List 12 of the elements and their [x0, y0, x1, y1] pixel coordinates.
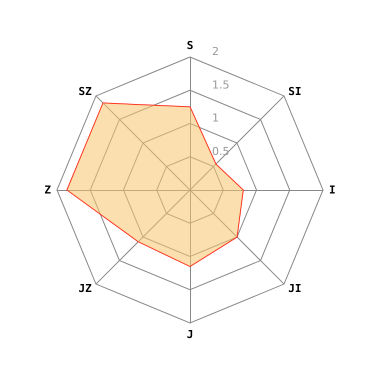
- y-tick-label: 1: [212, 112, 219, 124]
- spoke-label: SZ: [78, 85, 92, 98]
- y-tick-label: 2: [212, 45, 219, 58]
- spoke-label: SI: [288, 85, 302, 98]
- spoke-label: J: [186, 328, 194, 341]
- spoke-label: I: [329, 184, 336, 196]
- y-tick-label: 0.5: [212, 144, 230, 158]
- spoke-label: JI: [288, 282, 302, 295]
- spoke-label: Z: [44, 184, 52, 196]
- y-tick-label: 1.5: [212, 78, 230, 92]
- spoke-label: S: [186, 39, 194, 52]
- spoke-label: JZ: [78, 282, 92, 295]
